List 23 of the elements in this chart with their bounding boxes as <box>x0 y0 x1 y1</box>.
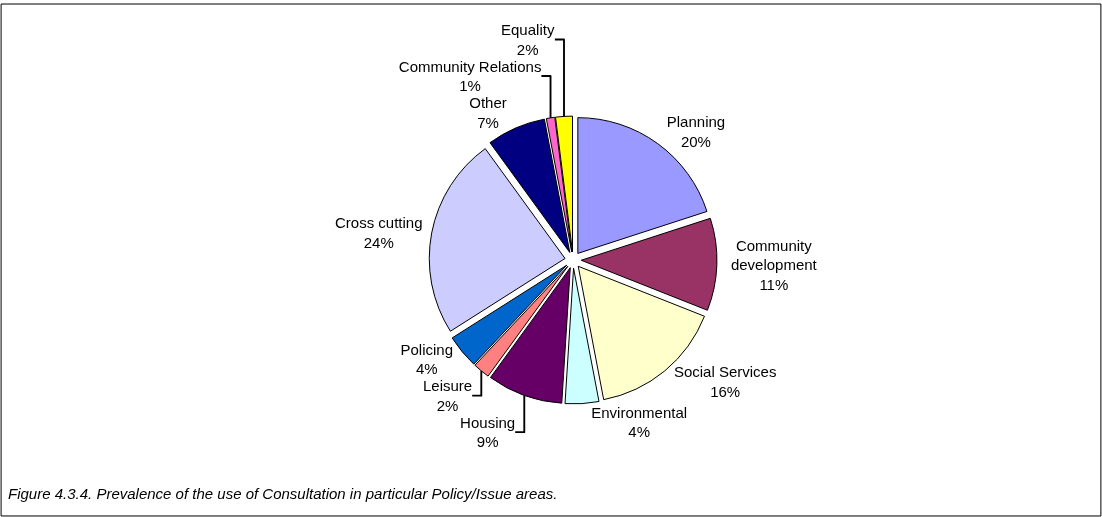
data-label: 20% <box>680 132 711 150</box>
data-label: 4% <box>628 423 650 441</box>
data-label: 1% <box>459 77 481 95</box>
slice-label: Community Relations <box>398 57 542 75</box>
data-label: 16% <box>710 382 741 400</box>
slice-label: Equality <box>501 21 555 39</box>
slice-label: Housing <box>460 413 516 431</box>
slice-label: Leisure <box>422 377 473 395</box>
slice-label: Environmental <box>591 403 688 421</box>
data-label: 2% <box>436 396 459 414</box>
slice-label: Policing <box>400 340 454 358</box>
caption: Figure 4.3.4. Prevalence of the use of Consultation in particular Policy/Issue areas. <box>8 485 558 502</box>
slice-label: Planning <box>666 113 726 131</box>
data-label: 11% <box>759 275 789 293</box>
data-label: 24% <box>363 233 394 251</box>
slice-label: Cross cutting <box>335 214 423 232</box>
data-label: 9% <box>476 433 499 451</box>
slice-label: Social Services <box>673 363 777 381</box>
slice-label: Other <box>469 94 507 112</box>
data-label: 4% <box>415 360 438 378</box>
data-label: 7% <box>477 113 499 131</box>
data-label: 2% <box>516 40 539 58</box>
slice-label: Community development <box>730 236 818 274</box>
